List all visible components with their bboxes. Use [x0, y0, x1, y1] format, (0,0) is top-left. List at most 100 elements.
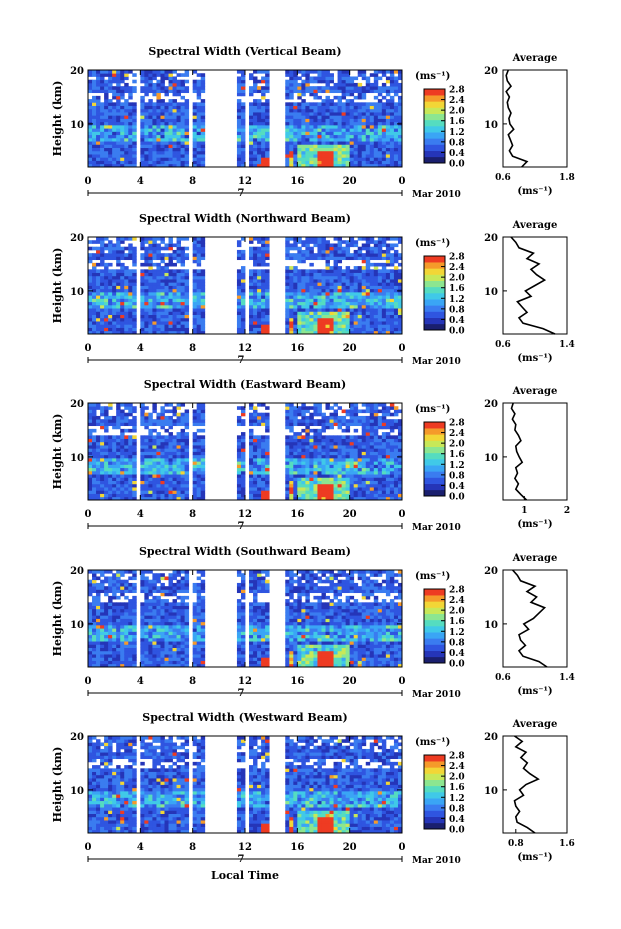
heatmap-cell: [249, 327, 254, 332]
heatmap-cell: [349, 256, 355, 261]
heatmap-cell: [164, 317, 169, 322]
heatmap-cell: [200, 275, 206, 280]
heatmap-cell: [337, 419, 343, 423]
heatmap-cell: [200, 243, 206, 248]
heatmap-cell: [128, 490, 133, 494]
heatmap-cell: [353, 105, 359, 110]
heatmap-cell: [168, 144, 173, 148]
heatmap-cell: [369, 282, 375, 286]
heatmap-cell: [353, 454, 359, 459]
heatmap-cell: [261, 95, 266, 100]
heatmap-cell: [345, 144, 351, 148]
heatmap-cell: [365, 259, 371, 264]
heatmap-cell: [120, 321, 125, 325]
heatmap-cell: [240, 454, 246, 459]
heatmap-cell: [249, 438, 254, 443]
heatmap-cell: [104, 422, 109, 427]
heatmap-cell: [325, 243, 330, 248]
heatmap-cell: [92, 115, 97, 119]
heatmap-cell: [377, 163, 383, 168]
heatmap-cell: [156, 441, 161, 446]
heatmap-cell: [128, 419, 133, 423]
heatmap-cell: [176, 477, 181, 481]
heatmap-cell: [341, 115, 347, 119]
heatmap-cell: [365, 295, 371, 299]
heatmap-cell: [389, 121, 395, 126]
heatmap-cell: [124, 461, 129, 465]
heatmap-cell: [333, 141, 338, 145]
heatmap-cell: [92, 454, 97, 459]
heatmap-cell: [96, 237, 101, 241]
heatmap-cell: [377, 108, 383, 113]
heatmap-cell: [184, 493, 190, 498]
heatmap-cell: [249, 314, 254, 319]
heatmap-cell: [345, 330, 351, 335]
heatmap-cell: [92, 288, 97, 293]
heatmap-cell: [257, 314, 262, 319]
heatmap-cell: [172, 467, 177, 472]
heatmap-cell: [313, 470, 318, 475]
heatmap-cell: [168, 108, 173, 113]
heatmap-cell: [313, 121, 318, 126]
heatmap-cell: [112, 425, 117, 430]
heatmap-cell: [120, 102, 125, 106]
heatmap-cell: [289, 438, 294, 443]
heatmap-cell: [313, 118, 318, 123]
heatmap-cell: [301, 275, 306, 280]
heatmap-cell: [240, 275, 246, 280]
heatmap-cell: [353, 438, 359, 443]
heatmap-cell: [285, 70, 290, 74]
heatmap-cell: [96, 419, 101, 423]
heatmap-cell: [293, 324, 298, 328]
heatmap-cell: [361, 288, 367, 293]
heatmap-cell: [337, 79, 343, 84]
heatmap-cell: [92, 477, 97, 481]
heatmap-cell: [116, 121, 121, 126]
heatmap-cell: [144, 483, 149, 488]
heatmap-cell: [152, 409, 157, 414]
heatmap-cell: [96, 493, 101, 498]
heatmap-cell: [144, 441, 149, 446]
heatmap-cell: [112, 144, 117, 148]
heatmap-cell: [196, 259, 202, 264]
heatmap-cell: [305, 490, 310, 494]
heatmap-cell: [249, 445, 254, 449]
heatmap-cell: [116, 477, 121, 481]
heatmap-cell: [176, 253, 181, 257]
heatmap-cell: [373, 269, 379, 273]
heatmap-cell: [240, 304, 246, 309]
heatmap-cell: [361, 73, 367, 77]
heatmap-cell: [108, 243, 113, 248]
heatmap-cell: [361, 330, 367, 335]
heatmap-cell: [285, 314, 290, 319]
heatmap-cell: [293, 86, 298, 90]
heatmap-cell: [325, 474, 330, 478]
heatmap-cell: [289, 124, 294, 129]
heatmap-cell: [92, 253, 97, 257]
heatmap-cell: [92, 304, 97, 309]
heatmap-cell: [164, 295, 169, 299]
heatmap-cell: [361, 108, 367, 113]
heatmap-cell: [301, 467, 306, 472]
heatmap-cell: [128, 269, 133, 273]
heatmap-cell: [88, 493, 93, 498]
heatmap-cell: [253, 467, 258, 472]
heatmap-cell: [265, 419, 270, 423]
heatmap-cell: [321, 454, 326, 459]
heatmap-cell: [309, 79, 314, 84]
heatmap-cell: [96, 448, 101, 452]
heatmap-cell: [297, 131, 302, 136]
heatmap-cell: [333, 304, 338, 309]
heatmap-cell: [293, 154, 298, 158]
heatmap-cell: [365, 256, 371, 261]
heatmap-cell: [253, 76, 258, 81]
heatmap-cell: [140, 141, 145, 145]
heatmap-cell: [124, 144, 129, 148]
heatmap-cell: [176, 457, 181, 462]
heatmap-cell: [373, 108, 379, 113]
heatmap-cell: [236, 461, 242, 465]
heatmap-cell: [236, 240, 242, 244]
heatmap-cell: [301, 291, 306, 296]
heatmap-cell: [160, 419, 165, 423]
heatmap-cell: [309, 490, 314, 494]
